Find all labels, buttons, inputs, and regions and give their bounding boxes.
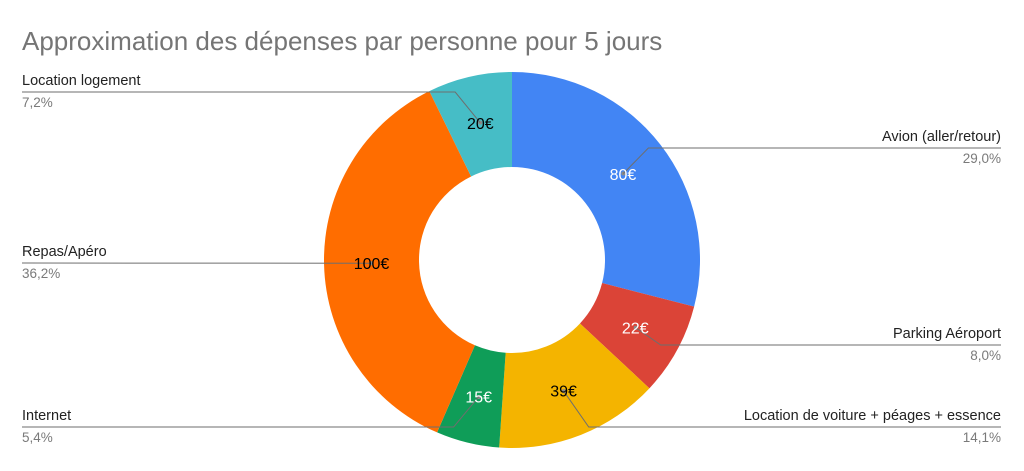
leader-line-internet: [22, 396, 480, 428]
slice-percent-location-logement: 7,2%: [22, 95, 53, 110]
slice-repas-apero[interactable]: [324, 91, 475, 433]
value-label-location-de-voiture-peages-essence: 39€: [550, 384, 577, 401]
value-labels-group: 80€ 22€ 39€ 15€ 100€ 20€: [354, 116, 649, 406]
slice-label-internet: Internet: [22, 408, 71, 424]
chart-title: Approximation des dépenses par personne …: [22, 26, 662, 56]
leader-lines-group: [21, 91, 1001, 428]
slice-percent-avion-aller-retour: 29,0%: [963, 151, 1001, 166]
leader-line-avion-aller-retour: [623, 147, 1001, 174]
leader-line-parking-aeroport: [635, 327, 1001, 346]
slice-percent-location-de-voiture-peages-essence: 14,1%: [963, 430, 1001, 445]
slice-avion-aller-retour[interactable]: [512, 72, 700, 307]
slice-label-location-logement: Location logement: [22, 73, 141, 89]
slice-location-logement[interactable]: [429, 72, 512, 177]
slice-label-avion-aller-retour: Avion (aller/retour): [882, 129, 1001, 145]
slice-label-parking-aeroport: Parking Aéroport: [893, 326, 1001, 342]
leader-line-location-logement: [22, 91, 481, 123]
slice-label-repas-apero: Repas/Apéro: [22, 244, 107, 260]
leader-line-location-de-voiture-peages-essence: [563, 390, 1001, 428]
slice-percent-repas-apero: 36,2%: [22, 266, 60, 281]
slice-location-de-voiture-peages-essence[interactable]: [499, 323, 650, 448]
value-label-location-logement: 20€: [467, 116, 494, 133]
labels-group: Avion (aller/retour) 29,0% Parking Aéropor…: [22, 73, 1001, 445]
slice-label-location-de-voiture-peages-essence: Location de voiture + péages + essence: [744, 408, 1001, 424]
value-label-avion-aller-retour: 80€: [610, 167, 637, 184]
value-label-parking-aeroport: 22€: [622, 320, 649, 337]
slice-percent-internet: 5,4%: [22, 430, 53, 445]
value-label-repas-apero: 100€: [354, 256, 390, 273]
slices-group: [324, 72, 700, 448]
value-label-internet: 15€: [465, 390, 492, 407]
slice-internet[interactable]: [437, 345, 506, 448]
slice-percent-parking-aeroport: 8,0%: [970, 348, 1001, 363]
slice-parking-aeroport[interactable]: [579, 283, 695, 389]
